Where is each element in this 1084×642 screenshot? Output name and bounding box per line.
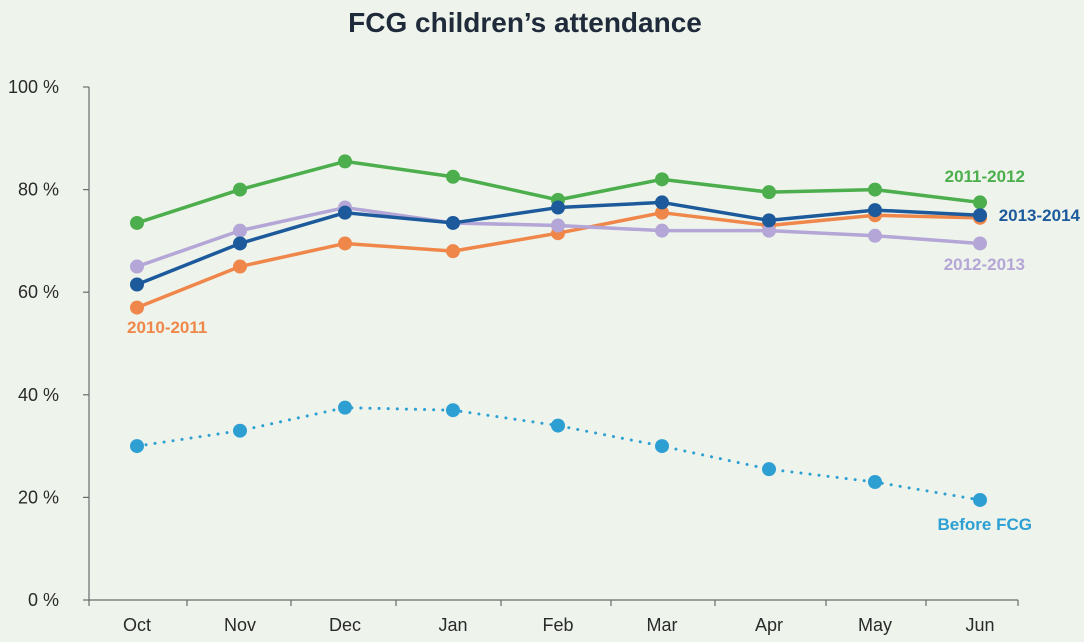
series-labels: 2010-2011 2011-2012 2012-2013 2013-2014 Befo… <box>127 167 1081 534</box>
data-point-2012-2013 <box>233 223 247 238</box>
series-2011-2012 <box>130 154 987 230</box>
data-point-2011-2012 <box>130 215 144 230</box>
x-tick-label: Jun <box>965 615 994 635</box>
data-point-2012-2013 <box>551 218 565 233</box>
y-tick-label: 100 % <box>8 77 59 97</box>
data-point-2013-2014 <box>130 277 144 292</box>
x-tick-label: Nov <box>224 615 256 635</box>
series-label-2013-2014: 2013-2014 <box>999 206 1081 225</box>
data-point-2013-2014 <box>551 200 565 215</box>
data-point-before-fcg <box>973 492 987 507</box>
data-point-2010-2011 <box>233 259 247 274</box>
data-point-2010-2011 <box>655 205 669 220</box>
data-point-2012-2013 <box>130 259 144 274</box>
series-2013-2014 <box>130 195 987 292</box>
data-point-2013-2014 <box>655 195 669 210</box>
data-point-2011-2012 <box>446 169 460 184</box>
data-point-2011-2012 <box>868 182 882 197</box>
y-tick-label: 40 % <box>18 385 59 405</box>
data-point-2011-2012 <box>655 172 669 187</box>
data-point-2011-2012 <box>973 195 987 210</box>
data-point-before-fcg <box>446 403 460 418</box>
data-point-2013-2014 <box>233 236 247 251</box>
y-axis-ticks: 0 % 20 % 40 % 60 % 80 % 100 % <box>8 77 89 610</box>
series-label-before-fcg: Before FCG <box>938 515 1032 534</box>
data-point-2010-2011 <box>130 300 144 315</box>
x-tick-label: May <box>858 615 892 635</box>
data-point-2012-2013 <box>973 236 987 251</box>
data-point-before-fcg <box>655 439 669 454</box>
data-point-before-fcg <box>762 462 776 477</box>
y-tick-label: 80 % <box>18 180 59 200</box>
data-point-2012-2013 <box>655 223 669 238</box>
data-point-2011-2012 <box>338 154 352 169</box>
x-tick-label: Jan <box>438 615 467 635</box>
data-point-2012-2013 <box>762 223 776 238</box>
data-point-2013-2014 <box>868 203 882 218</box>
data-point-before-fcg <box>233 423 247 438</box>
data-point-2013-2014 <box>338 205 352 220</box>
data-point-before-fcg <box>130 439 144 454</box>
x-tick-label: Apr <box>755 615 783 635</box>
series-label-2012-2013: 2012-2013 <box>944 255 1025 274</box>
data-point-2011-2012 <box>762 185 776 200</box>
data-point-2013-2014 <box>762 213 776 228</box>
y-tick-label: 20 % <box>18 487 59 507</box>
x-tick-label: Oct <box>123 615 151 635</box>
series-label-2010-2011: 2010-2011 <box>127 318 207 337</box>
x-axis-ticks: Oct Nov Dec Jan Feb Mar Apr May Jun <box>88 600 1019 635</box>
data-point-2012-2013 <box>868 228 882 243</box>
y-tick-label: 0 % <box>28 590 59 610</box>
data-point-2010-2011 <box>338 236 352 251</box>
series-before-fcg <box>130 400 987 507</box>
x-tick-label: Dec <box>329 615 361 635</box>
data-point-2010-2011 <box>446 244 460 259</box>
data-point-2013-2014 <box>973 208 987 223</box>
data-point-before-fcg <box>868 475 882 490</box>
series-layer <box>130 154 987 507</box>
data-point-before-fcg <box>551 418 565 433</box>
y-tick-label: 60 % <box>18 282 59 302</box>
axes <box>88 87 1018 601</box>
data-point-2011-2012 <box>233 182 247 197</box>
series-label-2011-2012: 2011-2012 <box>945 167 1025 186</box>
data-point-before-fcg <box>338 400 352 415</box>
data-point-2013-2014 <box>446 215 460 230</box>
chart-title: FCG children’s attendance <box>348 7 702 38</box>
x-tick-label: Feb <box>542 615 573 635</box>
series-line-2013-2014 <box>135 200 982 287</box>
x-tick-label: Mar <box>647 615 678 635</box>
